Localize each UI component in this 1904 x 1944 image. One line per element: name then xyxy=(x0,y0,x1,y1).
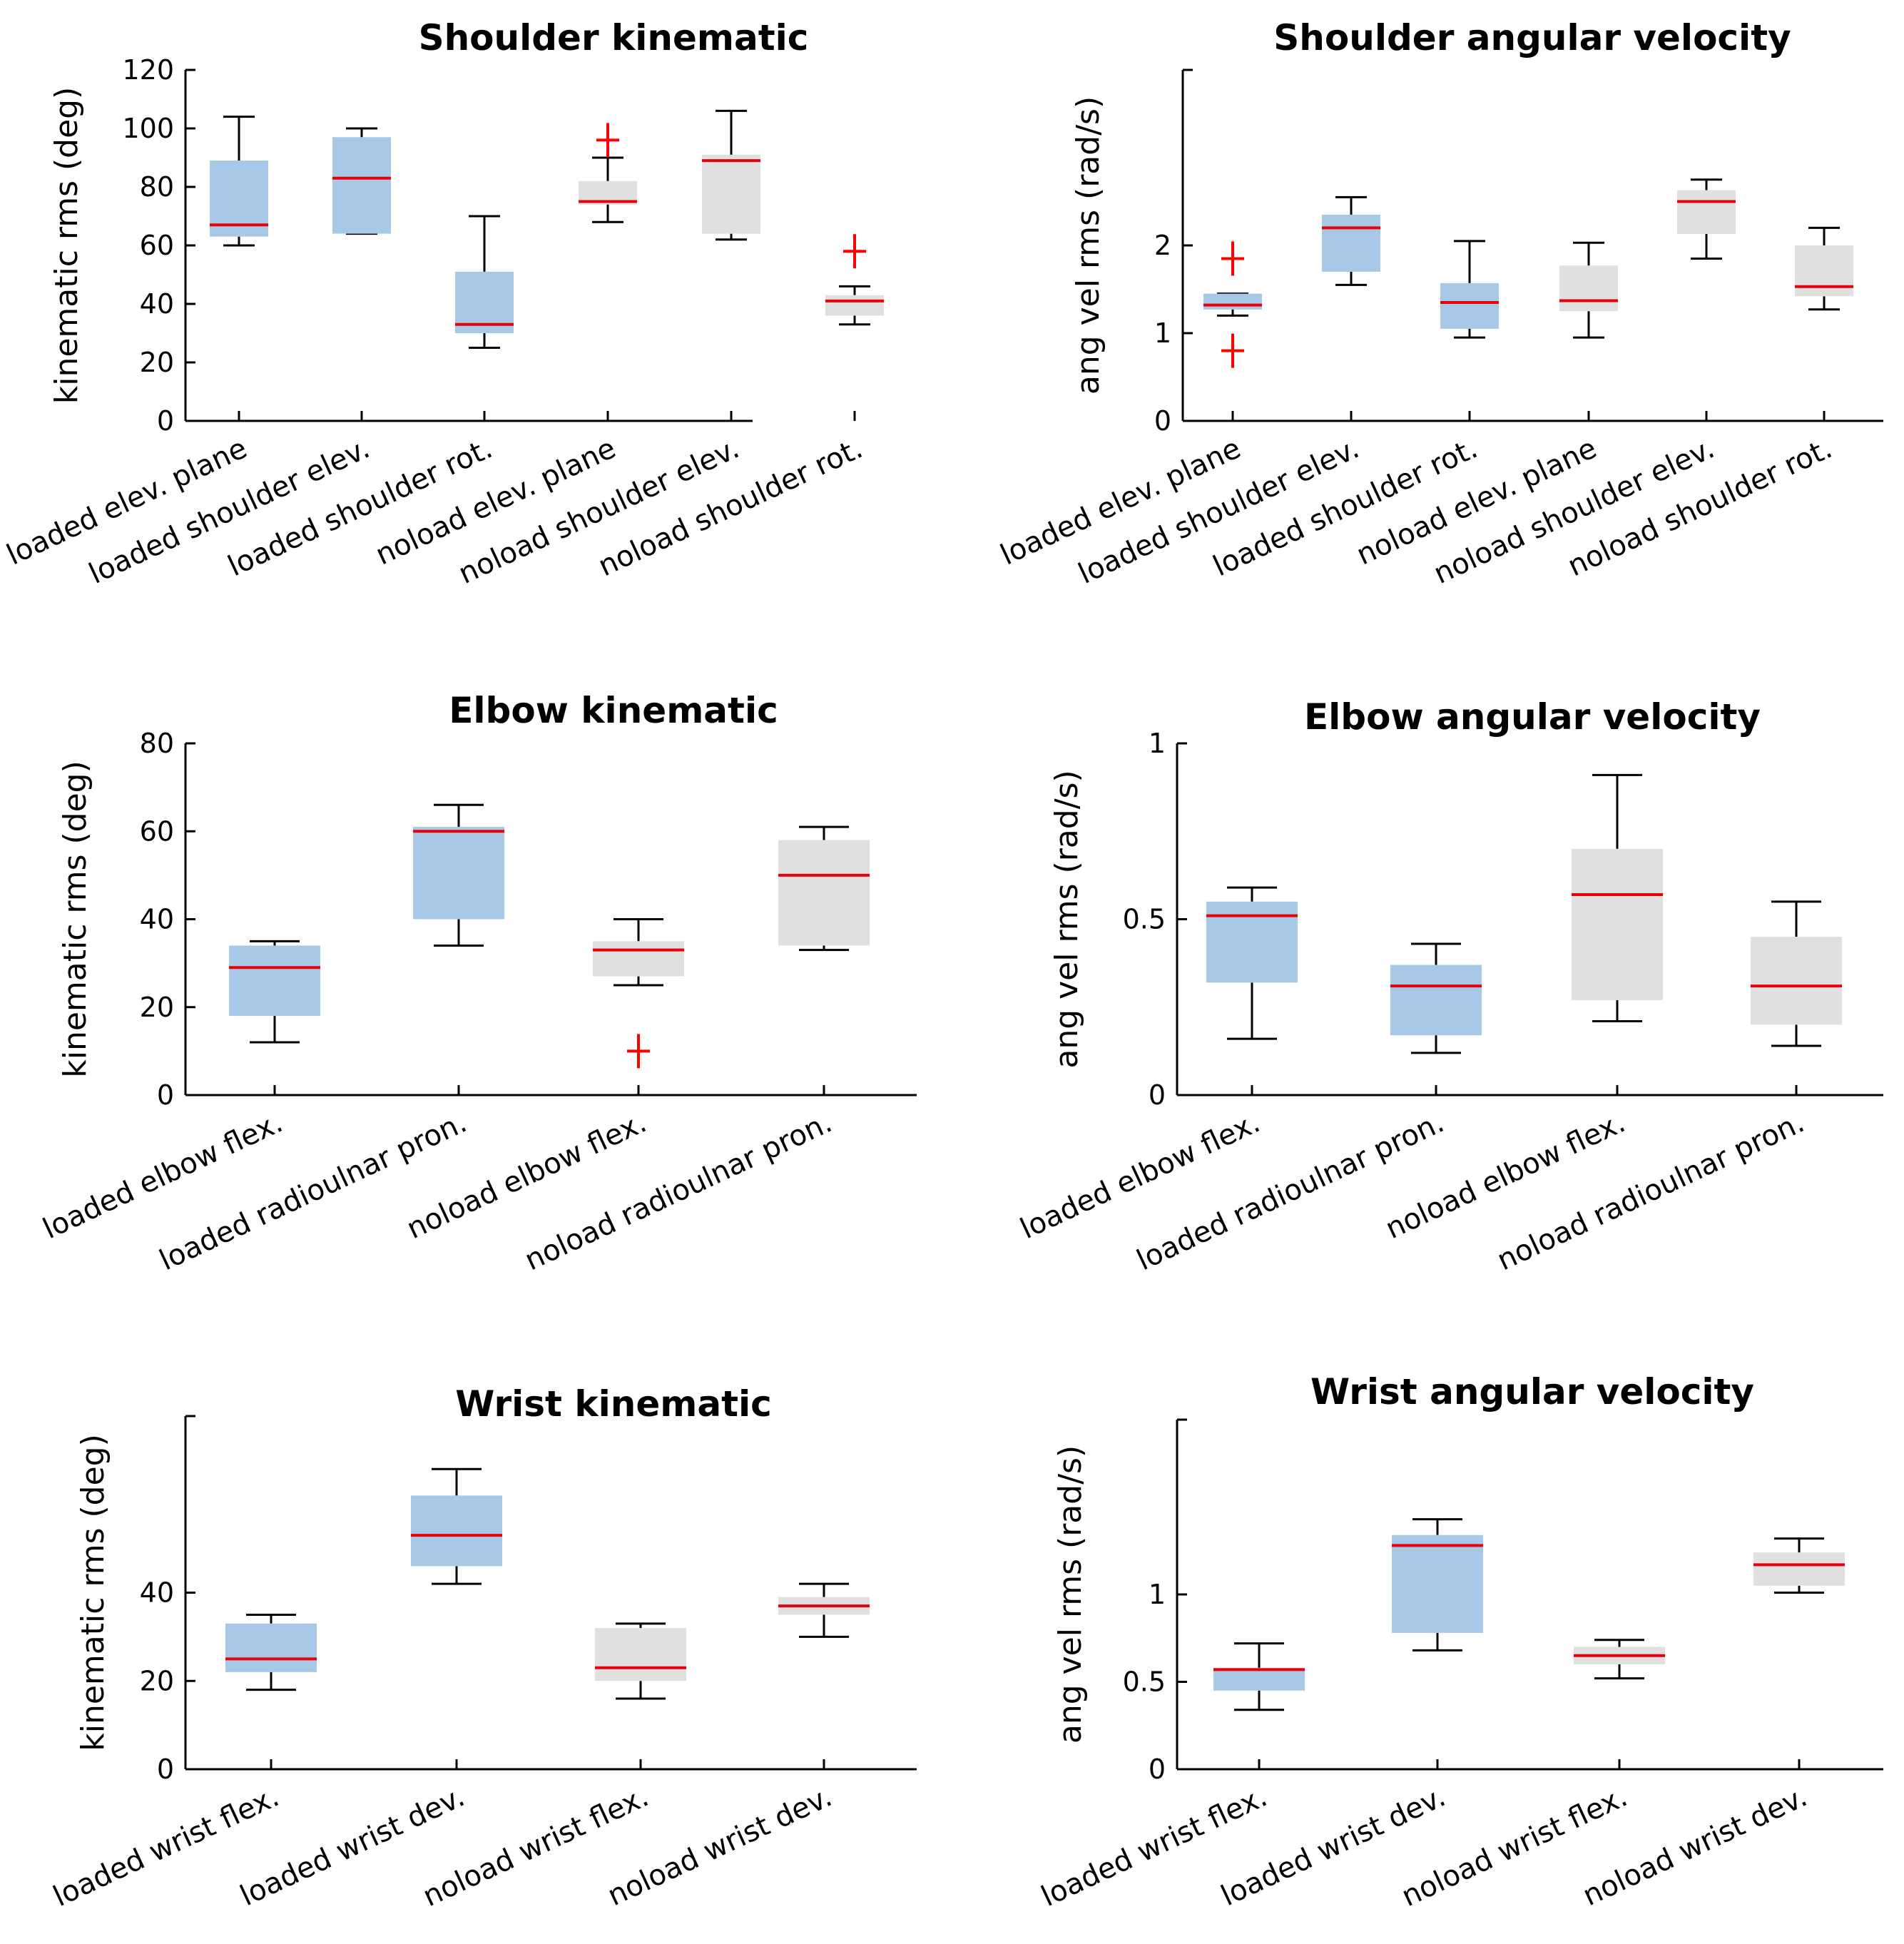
iqr-box[interactable] xyxy=(332,137,391,234)
y-axis-label: kinematic rms (deg) xyxy=(49,87,85,404)
y-tick-label: 0 xyxy=(157,405,174,437)
iqr-box[interactable] xyxy=(1390,965,1482,1036)
iqr-box[interactable] xyxy=(1206,901,1298,983)
outlier-marker[interactable] xyxy=(627,1034,650,1069)
chart-title: Elbow angular velocity xyxy=(1304,696,1761,738)
iqr-box[interactable] xyxy=(1751,937,1842,1025)
iqr-box[interactable] xyxy=(455,271,514,333)
iqr-box[interactable] xyxy=(593,941,684,977)
x-category-label: loaded radioulnar pron. xyxy=(155,1106,472,1277)
box-noload-4[interactable]: noload radioulnar pron. xyxy=(1492,900,1842,1277)
y-tick-label: 0 xyxy=(1149,1754,1166,1785)
chart-panel-1: Shoulder kinematic kinematic rms (deg) 0 20… xyxy=(2,17,884,591)
outlier-marker[interactable] xyxy=(843,234,866,269)
box-loaded-2[interactable]: loaded wrist dev. xyxy=(235,1467,502,1913)
chart-panel-6: Wrist angular velocity ang vel rms (rad/s… xyxy=(1037,1371,1883,1913)
iqr-box[interactable] xyxy=(225,1623,317,1672)
y-tick-label: 0.5 xyxy=(1123,1666,1166,1698)
iqr-box[interactable] xyxy=(229,945,320,1017)
y-tick-label: 0 xyxy=(1154,405,1171,437)
iqr-box[interactable] xyxy=(1572,848,1663,1000)
y-axis-label: ang vel rms (rad/s) xyxy=(1070,96,1106,395)
y-tick-label: 1 xyxy=(1154,317,1171,349)
iqr-box[interactable] xyxy=(411,1495,502,1567)
y-tick-label: 20 xyxy=(140,1665,174,1696)
x-category-label: noload radioulnar pron. xyxy=(1492,1106,1809,1277)
x-category-label: noload radioulnar pron. xyxy=(520,1106,837,1277)
y-tick-label: 0 xyxy=(1149,1079,1166,1111)
y-tick-label: 0 xyxy=(157,1754,174,1785)
box-noload-6[interactable]: noload shoulder rot. xyxy=(594,234,884,583)
iqr-box[interactable] xyxy=(413,827,504,920)
iqr-box[interactable] xyxy=(595,1628,686,1681)
y-tick-label: 60 xyxy=(140,815,174,847)
chart-title: Shoulder kinematic xyxy=(419,17,809,58)
y-tick-label: 2 xyxy=(1154,230,1171,261)
iqr-box[interactable] xyxy=(778,840,870,946)
y-tick-label: 1 xyxy=(1149,1579,1166,1610)
y-tick-label: 40 xyxy=(140,1577,174,1609)
y-tick-label: 0 xyxy=(157,1079,174,1111)
y-axis-label: kinematic rms (deg) xyxy=(75,1434,111,1751)
iqr-box[interactable] xyxy=(702,154,760,234)
y-tick-label: 1 xyxy=(1149,728,1166,759)
iqr-box[interactable] xyxy=(1203,293,1262,310)
y-axis-label: ang vel rms (rad/s) xyxy=(1052,1445,1089,1744)
y-tick-label: 40 xyxy=(140,904,174,935)
chart-panel-4: Elbow angular velocity ang vel rms (rad/s… xyxy=(1015,696,1883,1277)
chart-title: Shoulder angular velocity xyxy=(1273,17,1791,58)
iqr-box[interactable] xyxy=(1213,1667,1305,1691)
y-tick-label: 40 xyxy=(140,288,174,320)
y-tick-label: 80 xyxy=(140,728,174,759)
outlier-marker[interactable] xyxy=(1221,333,1244,368)
chart-panel-5: Wrist kinematic kinematic rms (deg) 0 20 40 l… xyxy=(49,1383,917,1913)
outlier-marker[interactable] xyxy=(596,123,619,158)
box-loaded-2[interactable]: loaded wrist dev. xyxy=(1216,1518,1483,1913)
y-tick-label: 80 xyxy=(140,171,174,203)
iqr-box[interactable] xyxy=(1322,214,1380,272)
iqr-box[interactable] xyxy=(1440,283,1499,329)
iqr-box[interactable] xyxy=(1795,245,1853,297)
y-tick-label: 100 xyxy=(122,113,174,144)
y-tick-label: 20 xyxy=(140,347,174,378)
box-noload-4[interactable]: noload wrist dev. xyxy=(1578,1537,1845,1913)
chart-title: Elbow kinematic xyxy=(449,690,778,731)
y-tick-label: 20 xyxy=(140,992,174,1023)
chart-panel-3: Elbow kinematic kinematic rms (deg) 0 20 40 6… xyxy=(38,690,917,1277)
y-tick-label: 60 xyxy=(140,230,174,261)
y-axis-label: kinematic rms (deg) xyxy=(57,760,93,1078)
iqr-box[interactable] xyxy=(1392,1535,1483,1633)
x-category-label: loaded radioulnar pron. xyxy=(1132,1106,1450,1277)
chart-title: Wrist kinematic xyxy=(455,1383,772,1425)
chart-panel-2: Shoulder angular velocity ang vel rms (ra… xyxy=(996,17,1883,591)
chart-title: Wrist angular velocity xyxy=(1310,1371,1754,1413)
box-loaded-2[interactable]: loaded shoulder elev. xyxy=(1074,195,1380,591)
iqr-box[interactable] xyxy=(1677,190,1736,235)
iqr-box[interactable] xyxy=(1559,265,1618,312)
outlier-marker[interactable] xyxy=(1221,241,1244,276)
y-tick-label: 0.5 xyxy=(1123,904,1166,935)
iqr-box[interactable] xyxy=(825,295,884,316)
y-tick-label: 120 xyxy=(122,54,174,86)
box-noload-4[interactable]: noload radioulnar pron. xyxy=(520,825,870,1277)
box-loaded-3[interactable]: loaded shoulder rot. xyxy=(1208,240,1499,584)
iqr-box[interactable] xyxy=(1753,1552,1845,1586)
y-axis-label: ang vel rms (rad/s) xyxy=(1049,770,1085,1068)
